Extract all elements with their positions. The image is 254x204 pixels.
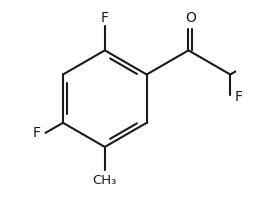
Text: F: F (32, 126, 40, 140)
Text: F: F (235, 90, 243, 104)
Text: F: F (101, 11, 109, 25)
Text: CH₃: CH₃ (93, 174, 117, 187)
Text: O: O (185, 11, 196, 25)
Text: F: F (252, 55, 254, 69)
